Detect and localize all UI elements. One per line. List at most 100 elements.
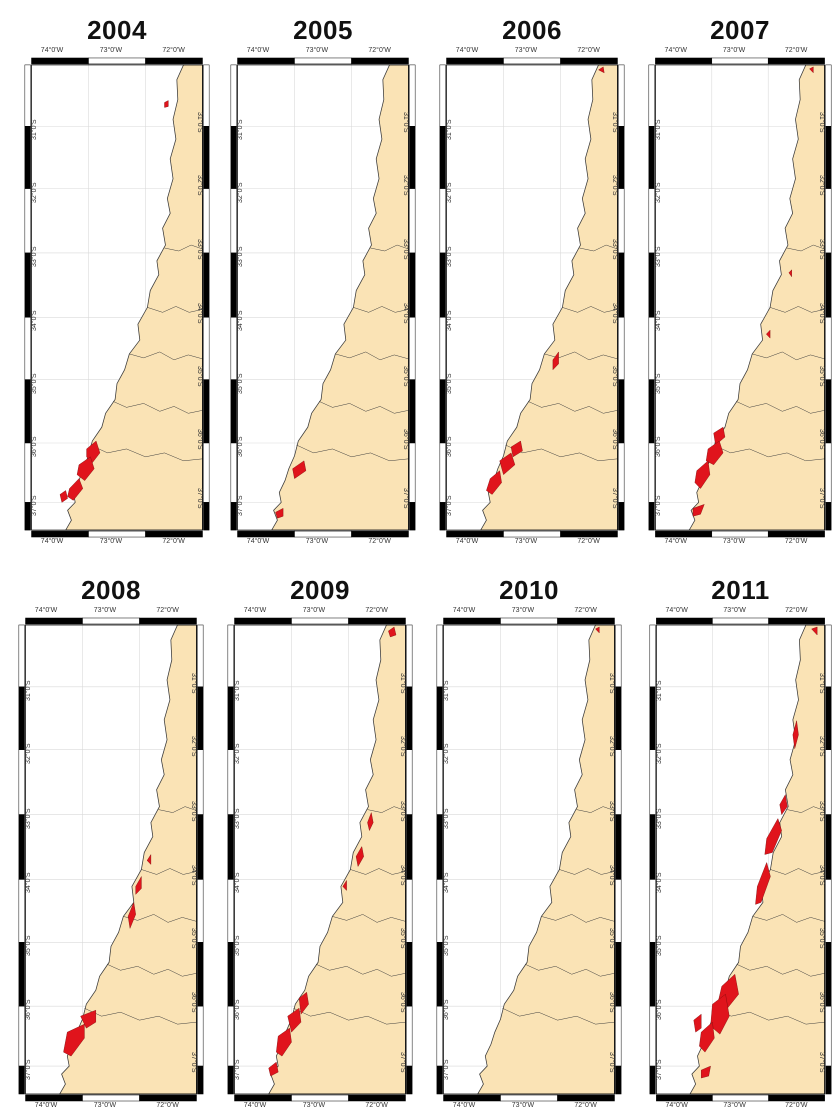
- frame-segment: [648, 252, 655, 318]
- lon-label: 74°0'W: [664, 47, 687, 54]
- frame-segment: [18, 1005, 25, 1067]
- lat-label: 33°0'S: [655, 246, 662, 267]
- lat-label: 31°0'S: [655, 119, 662, 141]
- lat-label: 35°0'S: [818, 365, 825, 387]
- map-panel-2004: 2004 74°0'W 74°0'W 73°0'W 73°0'W 72°0'W 72°0'W…: [22, 15, 212, 545]
- lon-label: 73°0'W: [305, 47, 329, 54]
- frame-segment: [439, 379, 446, 444]
- map-border: [443, 624, 615, 1095]
- frame-segment: [203, 317, 210, 380]
- lat-label: 36°0'S: [446, 436, 453, 457]
- lat-label: 33°0'S: [608, 800, 615, 822]
- map-panel-2010: 2010 74°0'W 74°0'W 73°0'W 73°0'W 72°0'W 72°0'W…: [434, 575, 624, 1109]
- lat-label: 34°0'S: [190, 865, 197, 886]
- frame-segment: [406, 942, 413, 1007]
- lat-label: 35°0'S: [237, 373, 244, 394]
- bloom-patch: [510, 440, 523, 458]
- frame-segment: [557, 1094, 615, 1102]
- lat-label: 34°0'S: [655, 310, 662, 332]
- frame-segment: [24, 502, 31, 531]
- lat-label: 31°0'S: [237, 119, 244, 141]
- frame-segment: [618, 64, 625, 127]
- lon-label: 74°0'W: [243, 607, 267, 614]
- bloom-patch: [766, 329, 771, 339]
- lon-label: 74°0'W: [243, 1102, 267, 1109]
- frame-segment: [439, 502, 446, 531]
- frame-segment: [618, 126, 625, 189]
- frame-segment: [197, 624, 204, 688]
- lat-label: 31°0'S: [190, 672, 197, 694]
- frame-segment: [409, 379, 416, 444]
- lon-label: 72°0'W: [365, 607, 388, 614]
- bloom-patch: [779, 794, 788, 816]
- frame-segment: [436, 749, 443, 815]
- map-frame: 74°0'W 74°0'W 73°0'W 73°0'W 72°0'W 72°0'W 31°0…: [646, 47, 834, 545]
- lon-label: 72°0'W: [574, 607, 597, 614]
- region-boundary: [129, 351, 203, 361]
- frame-segment: [615, 1005, 622, 1067]
- region-boundary: [736, 401, 825, 414]
- region-boundary: [350, 868, 406, 875]
- frame-segment: [230, 317, 237, 380]
- map-panel-2011: 2011 74°0'W 74°0'W 73°0'W 73°0'W 72°0'W 72°0'W…: [647, 575, 834, 1109]
- lon-label: 73°0'W: [511, 1102, 535, 1109]
- lat-label: 32°0'S: [818, 174, 825, 196]
- lat-label: 36°0'S: [818, 429, 825, 450]
- frame-segment: [649, 942, 656, 1007]
- lon-label: 73°0'W: [99, 538, 123, 545]
- bloom-patch: [710, 993, 730, 1035]
- frame-segment: [409, 442, 416, 503]
- bloom-patch: [127, 901, 136, 930]
- frame-segment: [768, 1094, 825, 1102]
- frame-segment: [24, 379, 31, 444]
- lon-label: 74°0'W: [40, 538, 64, 545]
- frame-segment: [615, 686, 622, 750]
- frame-segment: [230, 442, 237, 503]
- frame-segment: [18, 879, 25, 943]
- lat-label: 34°0'S: [196, 303, 203, 324]
- frame-segment: [294, 57, 352, 65]
- frame-segment: [348, 617, 406, 625]
- lat-label: 36°0'S: [31, 436, 38, 457]
- frame-segment: [615, 749, 622, 815]
- lat-label: 34°0'S: [399, 865, 406, 886]
- year-title: 2006: [502, 15, 562, 45]
- frame-segment: [31, 530, 89, 538]
- map-border: [446, 64, 618, 531]
- bloom-patch: [699, 1021, 715, 1053]
- frame-segment: [227, 879, 234, 943]
- frame-segment: [436, 624, 443, 688]
- region-boundary: [113, 401, 203, 414]
- region-boundary: [562, 306, 618, 313]
- frame-segment: [649, 1065, 656, 1095]
- frame-segment: [203, 64, 210, 127]
- lat-label: 36°0'S: [190, 992, 197, 1013]
- year-title: 2011: [711, 575, 770, 605]
- lat-label: 31°0'S: [25, 680, 32, 701]
- bloom-patch: [788, 269, 792, 278]
- lon-label: 72°0'W: [162, 538, 185, 545]
- frame-segment: [406, 686, 413, 750]
- frame-segment: [230, 252, 237, 318]
- lat-label: 32°0'S: [196, 174, 203, 196]
- frame-segment: [500, 617, 558, 625]
- frame-segment: [406, 879, 413, 943]
- frame-segment: [351, 530, 409, 538]
- bloom-patch: [276, 1027, 292, 1057]
- bloom-patch: [146, 853, 152, 865]
- lon-label: 73°0'W: [93, 607, 117, 614]
- bloom-patch: [388, 626, 397, 638]
- lon-label: 73°0'W: [514, 538, 538, 545]
- frame-segment: [139, 1094, 197, 1102]
- region-boundary: [736, 964, 825, 977]
- lat-label: 34°0'S: [818, 865, 825, 886]
- lat-label: 33°0'S: [237, 246, 244, 267]
- lat-label: 37°0'S: [237, 495, 244, 517]
- frame-segment: [439, 442, 446, 503]
- lat-label: 31°0'S: [443, 680, 450, 701]
- land-area: [477, 624, 615, 1095]
- frame-segment: [237, 530, 295, 538]
- region-boundary: [353, 306, 409, 313]
- lat-label: 35°0'S: [608, 928, 615, 949]
- lon-label: 74°0'W: [452, 607, 476, 614]
